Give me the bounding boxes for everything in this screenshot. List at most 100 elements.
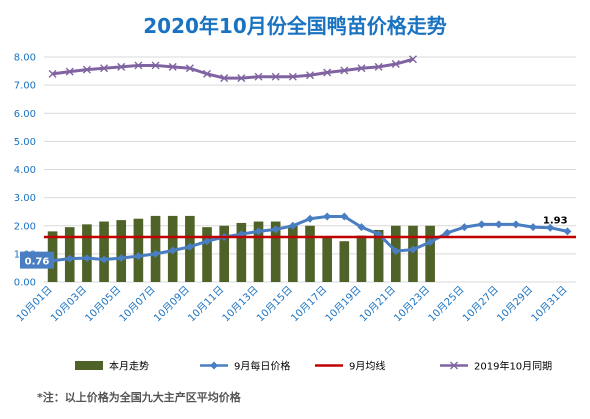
bar (322, 237, 332, 282)
diamond-marker (82, 254, 91, 263)
legend-label: 2019年10月同期 (474, 360, 552, 373)
diamond-marker (185, 242, 194, 251)
x-tick-label: 10月29日 (495, 284, 536, 325)
diamond-marker (357, 223, 366, 232)
legend-marker (450, 361, 458, 370)
x-tick-label: 10月27日 (460, 284, 501, 325)
x-tick-label: 10月25日 (426, 284, 467, 325)
bar (133, 218, 144, 282)
bar (408, 225, 418, 282)
diamond-marker (546, 223, 555, 232)
x-tick-label: 10月05日 (83, 284, 124, 325)
diamond-marker (117, 254, 126, 263)
bar (270, 221, 281, 282)
legend-swatch (75, 361, 103, 370)
diamond-marker (168, 246, 177, 255)
x-marker (357, 64, 366, 73)
bar (305, 225, 315, 282)
diamond-marker (460, 223, 469, 232)
bar (373, 229, 384, 282)
diamond-marker (134, 252, 143, 261)
diamond-marker (203, 237, 212, 246)
first-value-callout-box (20, 251, 54, 269)
y-tick-label: 5.00 (14, 137, 36, 148)
x-marker (151, 61, 160, 70)
last-value-label: 1.93 (543, 216, 568, 227)
legend-label: 本月走势 (109, 360, 149, 373)
bar (150, 215, 161, 282)
x-tick-label: 10月01日 (14, 284, 55, 325)
footnote: *注：以上价格为全国九大主产区平均价格 (37, 390, 242, 404)
x-tick-label: 10月31日 (529, 284, 570, 325)
diamond-marker (443, 228, 452, 237)
x-marker (237, 74, 246, 83)
x-tick-label: 10月23日 (392, 284, 433, 325)
bar (236, 222, 247, 282)
grid (44, 56, 576, 283)
diamond-marker (288, 221, 297, 230)
bar (116, 220, 127, 282)
diamond-marker (100, 255, 109, 264)
x-marker (100, 64, 109, 73)
diamond-marker (408, 245, 417, 254)
diamond-marker (65, 254, 74, 263)
legend-marker (210, 361, 218, 370)
diamond-marker (426, 238, 435, 247)
diamond-marker (391, 247, 400, 256)
diamond-marker (563, 227, 572, 236)
bar (425, 225, 435, 282)
y-tick-label: 0.00 (14, 278, 36, 289)
x-marker (220, 74, 229, 83)
diamond-marker (511, 220, 520, 229)
x-tick-label: 10月09日 (151, 284, 192, 325)
y-tick-label: 4.00 (14, 165, 36, 176)
x-marker (185, 64, 194, 73)
x-marker (323, 68, 332, 77)
bar (99, 221, 109, 282)
x-marker (306, 71, 314, 80)
x-marker (254, 72, 263, 81)
diamond-marker (340, 212, 349, 221)
data-labels: 0.76 1.93 (20, 216, 568, 269)
y-tick-label: 7.00 (14, 81, 36, 92)
chart-title: 2020年10月份全国鸭苗价格走势 (143, 14, 447, 38)
x-marker (288, 72, 297, 81)
x-marker (117, 62, 126, 71)
x-tick-label: 10月11日 (186, 284, 227, 325)
diamond-marker (494, 220, 503, 229)
x-marker (391, 60, 400, 69)
diamond-marker (529, 223, 538, 232)
y-tick-label: 8.00 (14, 53, 36, 64)
legend-label: 9月每日价格 (234, 360, 290, 373)
x-tick-label: 10月03日 (48, 284, 89, 325)
x-tick-label: 10月21日 (357, 284, 398, 325)
first-value-label: 0.76 (25, 257, 50, 268)
y-tick-label: 2.00 (14, 221, 36, 232)
x-marker (82, 65, 91, 74)
bar (253, 221, 264, 282)
diamond-marker (477, 220, 486, 229)
bar (202, 227, 212, 282)
x-marker (168, 62, 177, 71)
diamond-marker (323, 212, 332, 221)
x-marker (408, 55, 417, 64)
y-tick-label: 3.00 (14, 193, 36, 204)
diamond-marker (254, 227, 263, 236)
x-axis-ticks: 10月01日10月03日10月05日10月07日10月09日10月11日10月1… (14, 284, 569, 325)
x-marker (134, 61, 143, 70)
y-tick-label: 6.00 (14, 109, 36, 120)
bar (339, 241, 350, 282)
series-line (52, 57, 414, 80)
x-marker (65, 67, 74, 76)
bar (356, 235, 367, 282)
x-tick-label: 10月17日 (289, 284, 330, 325)
bar (288, 225, 298, 282)
x-tick-label: 10月07日 (117, 284, 158, 325)
x-tick-label: 10月13日 (220, 284, 261, 325)
x-marker (271, 72, 280, 81)
x-marker (374, 62, 383, 71)
diamond-marker (271, 225, 280, 234)
x-marker (340, 66, 349, 75)
